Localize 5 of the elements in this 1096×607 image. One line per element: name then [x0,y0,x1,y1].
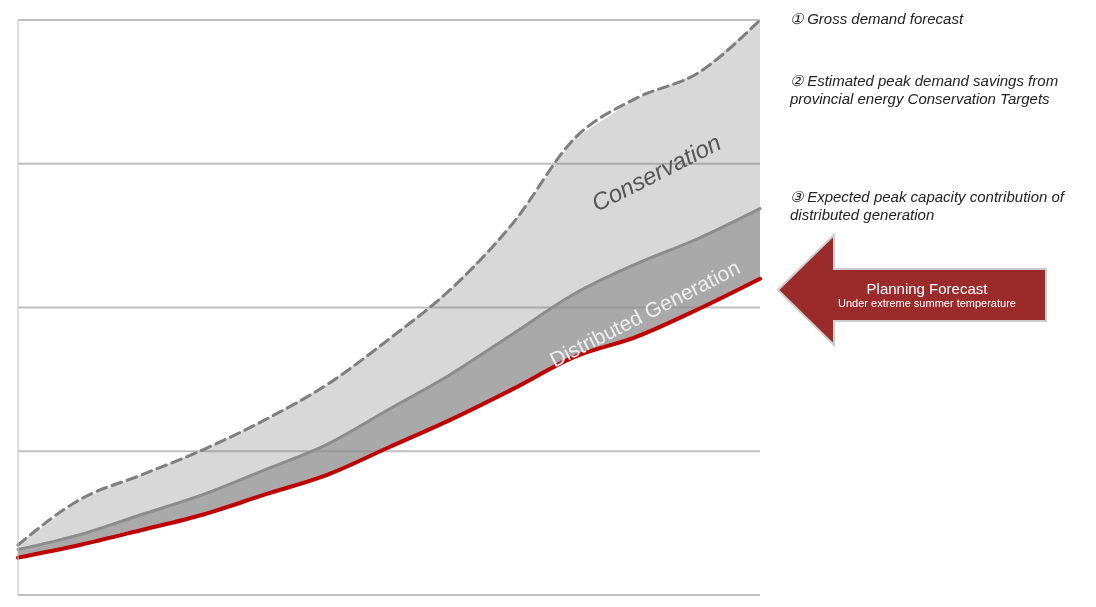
text: ③ Expected peak capacity contribution of distributed generation [790,188,1066,223]
text: ① Gross demand forecast [790,10,965,28]
text: Under extreme summer temperature [837,297,1017,309]
text: Planning Forecast [865,280,989,297]
text: ② Estimated peak demand savings from provincial energy Conservation Targets [790,72,1060,107]
